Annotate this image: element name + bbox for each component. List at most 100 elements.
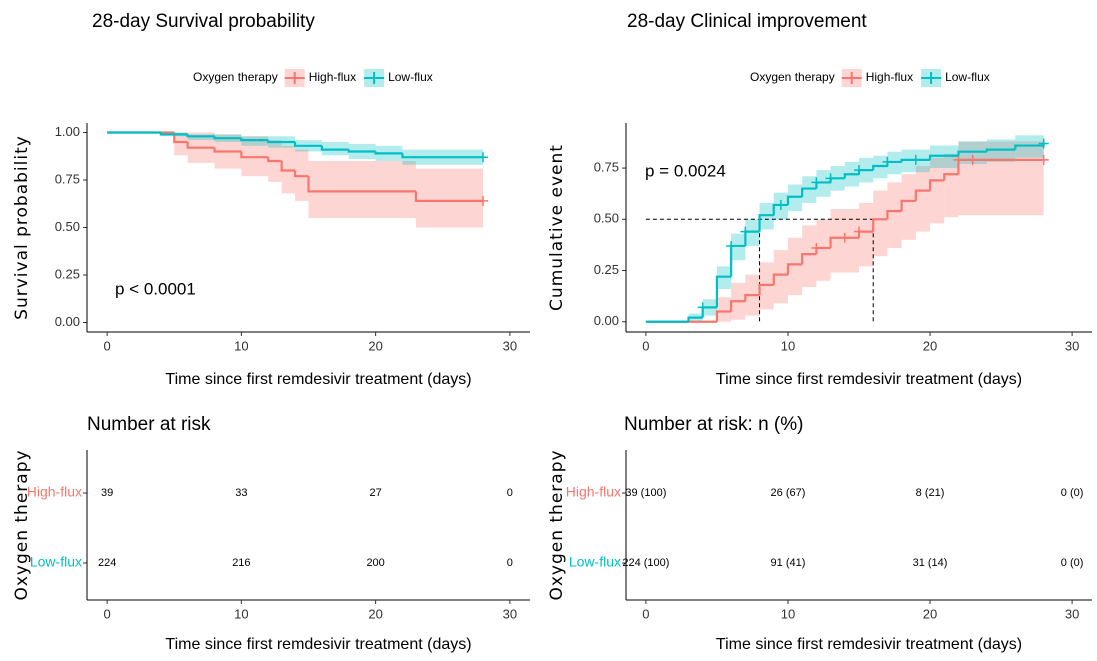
y-axis-title: Oxygen therapy xyxy=(12,449,32,600)
x-tick-label: 20 xyxy=(368,606,382,621)
x-tick-label: 10 xyxy=(781,606,795,621)
y-tick-label: 0.50 xyxy=(594,211,619,226)
y-tick-label: 0.25 xyxy=(594,262,619,277)
x-axis-title: Time since first remdesivir treatment (d… xyxy=(716,636,1022,653)
risk-count: 216 xyxy=(232,557,250,569)
survival-step xyxy=(730,300,746,312)
survival-step xyxy=(744,294,760,302)
survival-step xyxy=(943,173,959,181)
x-tick-label: 30 xyxy=(1065,606,1079,621)
confidence-band xyxy=(915,166,931,232)
risk-count: 91 (41) xyxy=(771,557,806,569)
survival-step xyxy=(1014,144,1044,150)
legend-key-line xyxy=(921,72,942,84)
survival-step xyxy=(872,218,888,232)
censor-mark xyxy=(825,173,836,184)
survival-step xyxy=(213,147,242,153)
confidence-band xyxy=(415,168,484,228)
risk-count: 224 xyxy=(98,557,116,569)
risk-count: 33 xyxy=(235,487,247,499)
censor-mark xyxy=(726,240,737,251)
survival-step xyxy=(801,253,817,265)
risk-count: 0 (0) xyxy=(1061,487,1084,499)
p-value: p < 0.0001 xyxy=(115,279,196,298)
panel-title: Number at risk xyxy=(87,414,211,435)
censor-mark xyxy=(697,302,708,313)
x-tick-label: 0 xyxy=(104,338,111,353)
survival-step xyxy=(928,154,959,160)
survival-step xyxy=(267,140,296,144)
confidence-band xyxy=(816,219,831,281)
legend-key-line xyxy=(284,72,305,84)
risk-count: 200 xyxy=(366,557,384,569)
survival-step xyxy=(280,161,296,172)
confidence-band xyxy=(773,250,788,304)
confidence-band xyxy=(859,202,874,267)
survival-step xyxy=(886,210,902,220)
risk-count: 26 (67) xyxy=(771,487,806,499)
x-axis-title: Time since first remdesivir treatment (d… xyxy=(165,371,471,388)
survival-step xyxy=(240,151,269,159)
y-tick-label: 0.75 xyxy=(594,160,619,175)
confidence-band xyxy=(930,157,945,224)
censor-mark xyxy=(740,226,751,237)
legend-title: Oxygen therapy xyxy=(750,70,835,84)
survival-step xyxy=(985,148,1016,152)
confidence-band xyxy=(308,161,416,218)
x-tick-label: 30 xyxy=(503,606,517,621)
risk-count: 0 xyxy=(507,557,513,569)
censor-mark xyxy=(775,199,786,210)
x-tick-label: 10 xyxy=(234,338,248,353)
survival-step xyxy=(347,149,376,153)
censor-mark xyxy=(478,152,489,163)
y-tick-label: 0.00 xyxy=(594,313,619,328)
y-axis-title: Cumulative event xyxy=(547,144,567,311)
confidence-band xyxy=(887,182,902,248)
survival-step xyxy=(687,316,703,322)
x-tick-label: 30 xyxy=(1065,338,1079,353)
y-tick-label: 1.00 xyxy=(55,124,80,139)
confidence-band xyxy=(716,297,732,322)
legend-label: Low-flux xyxy=(945,70,990,84)
censor-mark xyxy=(854,226,864,237)
x-tick-label: 0 xyxy=(104,606,111,621)
confidence-band xyxy=(958,141,1044,216)
x-tick-label: 20 xyxy=(368,338,382,353)
confidence-band xyxy=(873,190,888,257)
row-label: Low-flux xyxy=(569,554,621,570)
survival-step xyxy=(374,151,403,155)
survival-step xyxy=(293,142,322,147)
x-tick-label: 10 xyxy=(234,606,248,621)
legend-key-line xyxy=(364,72,385,84)
row-label: High-flux xyxy=(27,484,82,500)
censor-mark xyxy=(811,242,822,253)
x-tick-label: 10 xyxy=(781,338,795,353)
legend-label: Low-flux xyxy=(388,70,433,84)
x-axis-title: Time since first remdesivir treatment (d… xyxy=(165,636,471,653)
risk-count: 0 (0) xyxy=(1061,557,1084,569)
panel-title: 28-day Clinical improvement xyxy=(627,11,867,32)
x-axis-title: Time since first remdesivir treatment (d… xyxy=(716,371,1022,388)
survival-step xyxy=(240,138,269,142)
survival-step xyxy=(159,132,188,136)
censor-mark xyxy=(1038,138,1049,149)
risk-count: 39 (100) xyxy=(625,487,666,499)
survival-step xyxy=(293,170,309,178)
survival-step xyxy=(213,136,242,140)
censor-mark xyxy=(478,195,489,206)
survival-step xyxy=(401,153,484,159)
survival-step xyxy=(186,142,215,149)
survival-step xyxy=(715,310,732,322)
risk-count: 31 (14) xyxy=(913,557,948,569)
y-axis-title: Survival probability xyxy=(12,135,32,320)
survival-step xyxy=(715,275,732,308)
survival-step xyxy=(414,191,484,202)
x-tick-label: 20 xyxy=(923,338,937,353)
risk-count: 0 xyxy=(507,487,513,499)
legend-key-line xyxy=(841,72,862,84)
risk-count: 8 (21) xyxy=(916,487,945,499)
p-value: p = 0.0024 xyxy=(645,161,726,180)
row-label: High-flux xyxy=(566,484,621,500)
survival-step xyxy=(186,134,215,138)
